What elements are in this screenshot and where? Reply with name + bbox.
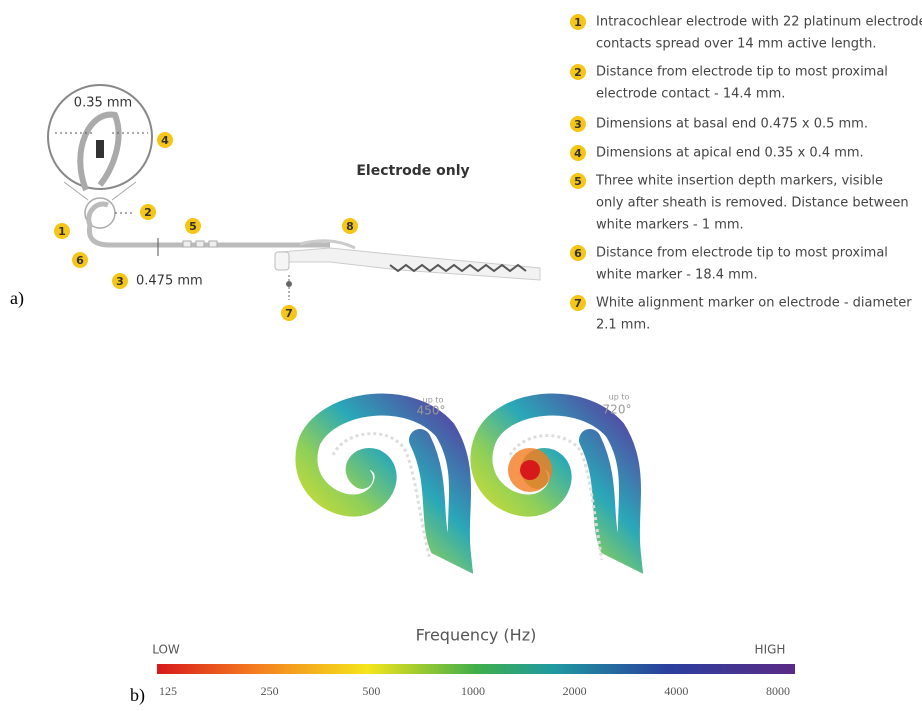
scale-tick-label: 1000	[461, 684, 485, 698]
scale-tick-label: 250	[261, 684, 279, 698]
legend-text: Distance from electrode tip to most prox…	[596, 246, 888, 261]
dimension-top: 0.35 mm	[74, 96, 132, 111]
legend-text: contacts spread over 14 mm active length…	[596, 37, 876, 52]
legend-text: White alignment marker on electrode - di…	[596, 296, 912, 311]
cochlea-images	[295, 393, 644, 574]
electrode-drawing	[47, 84, 541, 300]
badge-number: 3	[574, 118, 582, 131]
badge-number: 2	[574, 66, 582, 79]
badge	[281, 305, 297, 321]
badge	[570, 245, 586, 261]
badge	[157, 132, 173, 148]
scale-tick-label: 8000	[766, 684, 790, 698]
cochlea-angle: 450°	[417, 404, 446, 418]
cochlea-angle: 720°	[603, 403, 632, 417]
legend-text: Dimensions at apical end 0.35 x 0.4 mm.	[596, 146, 864, 161]
badge-number: 8	[346, 220, 354, 233]
badge	[570, 173, 586, 189]
legend-text: only after sheath is removed. Distance b…	[596, 196, 909, 211]
panel-label: b)	[130, 685, 145, 706]
legend-text: white markers - 1 mm.	[596, 218, 744, 233]
scale-tick-label: 125	[159, 684, 177, 698]
badge-number: 1	[58, 225, 66, 238]
badge	[570, 295, 586, 311]
low-label: LOW	[152, 643, 180, 657]
badge-number: 4	[574, 147, 582, 160]
dimension-bottom: 0.475 mm	[136, 274, 203, 289]
cochlea-prefix: up to	[423, 396, 444, 405]
scale-tick-label: 4000	[664, 684, 688, 698]
badge-number: 5	[189, 220, 197, 233]
badge-number: 2	[144, 206, 152, 219]
high-label: HIGH	[755, 643, 786, 657]
color-scale	[157, 664, 795, 674]
scale-tick-label: 2000	[563, 684, 587, 698]
badge	[112, 273, 128, 289]
badge-number: 6	[76, 254, 84, 267]
legend-text: 2.1 mm.	[596, 318, 650, 333]
badge-number: 5	[574, 175, 582, 188]
badge-number: 6	[574, 247, 582, 260]
badge	[342, 218, 358, 234]
badge-number: 7	[285, 307, 293, 320]
badge-number: 1	[574, 16, 582, 29]
legend-text: white marker - 18.4 mm.	[596, 268, 758, 283]
badge	[72, 252, 88, 268]
badge	[570, 64, 586, 80]
badge	[570, 145, 586, 161]
badge	[140, 204, 156, 220]
badge	[185, 218, 201, 234]
badge-number: 3	[116, 275, 124, 288]
legend-text: Dimensions at basal end 0.475 x 0.5 mm.	[596, 117, 868, 132]
scale-tick-label: 500	[362, 684, 380, 698]
cochlea-prefix: up to	[609, 393, 630, 402]
legend-text: Three white insertion depth markers, vis…	[595, 174, 883, 189]
badge	[570, 14, 586, 30]
badge	[54, 223, 70, 239]
panel-label: a)	[10, 288, 24, 309]
caption: Electrode only	[356, 163, 469, 179]
scale-title: Frequency (Hz)	[416, 626, 537, 645]
legend-text: Distance from electrode tip to most prox…	[596, 65, 888, 80]
legend-text: Intracochlear electrode with 22 platinum…	[596, 15, 922, 30]
badge-number: 4	[161, 134, 169, 147]
badge	[570, 116, 586, 132]
legend-text: electrode contact - 14.4 mm.	[596, 87, 785, 102]
badge-number: 7	[574, 297, 582, 310]
